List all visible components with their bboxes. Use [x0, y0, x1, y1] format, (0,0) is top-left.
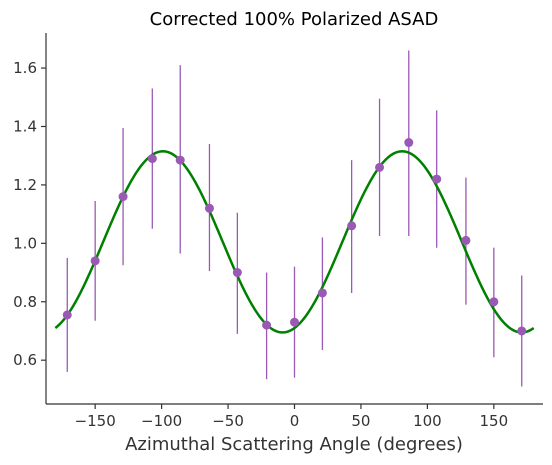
data-point: [175, 155, 185, 165]
x-tick-label: −50: [212, 412, 244, 430]
x-tick-label: 150: [480, 412, 509, 430]
x-axis-ticks: −150 −100 −50 0 50 100 150: [75, 404, 509, 430]
data-point: [432, 174, 442, 184]
y-tick-label: 0.8: [13, 293, 37, 311]
data-point: [517, 326, 527, 336]
data-point: [375, 162, 385, 172]
data-point: [317, 288, 327, 298]
x-tick-label: 0: [290, 412, 300, 430]
chart-title: Corrected 100% Polarized ASAD: [150, 9, 439, 30]
y-tick-label: 1.6: [13, 59, 37, 77]
data-point: [404, 138, 414, 148]
data-point: [489, 297, 499, 307]
x-axis-label: Azimuthal Scattering Angle (degrees): [125, 434, 463, 455]
y-tick-label: 1.2: [13, 176, 37, 194]
data-point: [290, 317, 299, 327]
data-point: [347, 221, 357, 231]
data-point: [232, 268, 242, 278]
y-tick-label: 1.4: [13, 117, 37, 135]
x-tick-label: 100: [413, 412, 442, 430]
fit-curve: [54, 150, 535, 334]
data-point: [147, 154, 157, 164]
data-point: [90, 256, 100, 266]
y-tick-label: 1.0: [13, 234, 37, 252]
data-point: [461, 235, 471, 245]
data-point: [262, 320, 272, 330]
data-point: [62, 310, 72, 320]
data-point: [118, 192, 128, 202]
x-tick-label: −150: [75, 412, 116, 430]
data-point: [204, 203, 214, 213]
x-tick-label: −100: [141, 412, 182, 430]
y-tick-label: 0.6: [13, 351, 37, 369]
plot-area: [54, 50, 535, 387]
x-tick-label: 50: [351, 412, 370, 430]
y-axis-ticks: 0.6 0.8 1.0 1.2 1.4 1.6: [13, 59, 46, 369]
